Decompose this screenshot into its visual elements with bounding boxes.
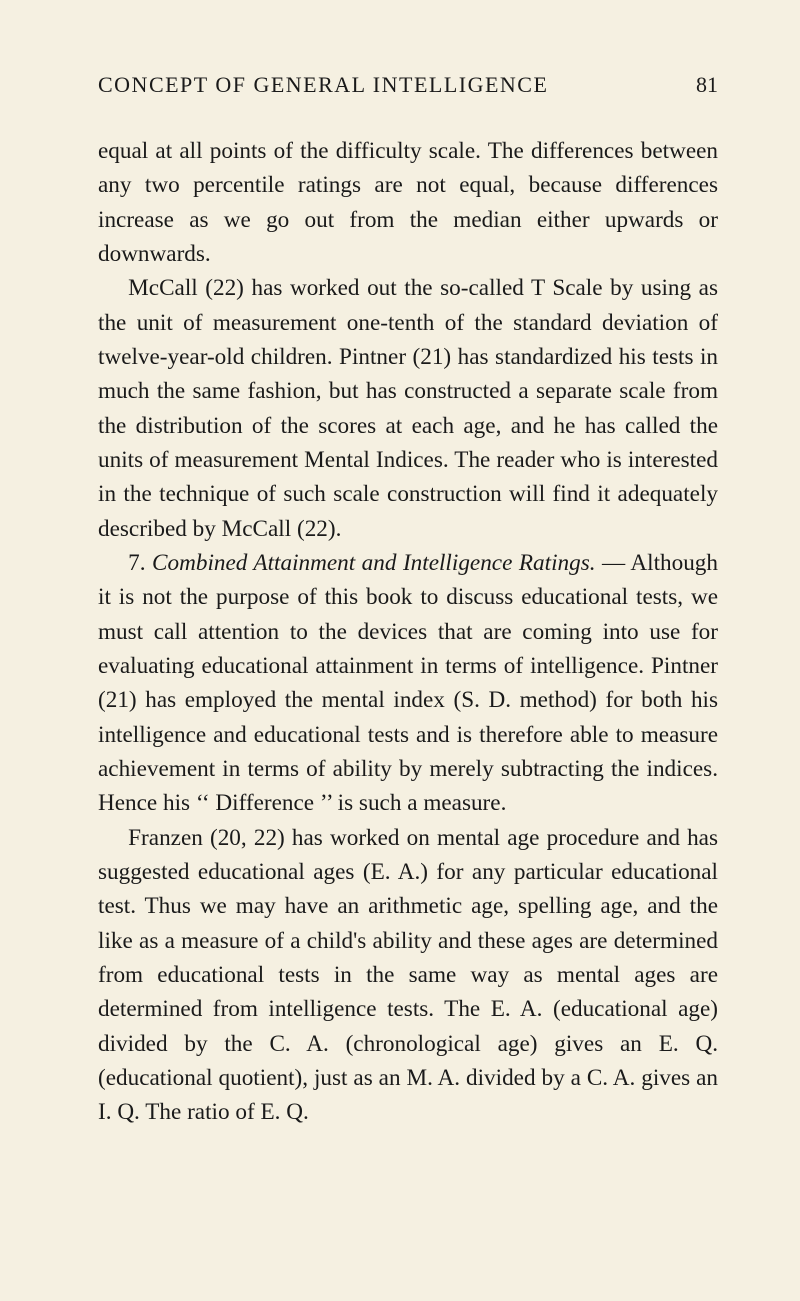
paragraph-4: Franzen (20, 22) has worked on mental ag… xyxy=(98,821,718,1130)
paragraph-3-body: — Although it is not the purpose of this… xyxy=(98,550,718,816)
body-text: equal at all points of the difficulty sc… xyxy=(98,134,718,1130)
page-header: CONCEPT OF GENERAL INTELLIGENCE 81 xyxy=(98,72,718,98)
section-title: Combined Attainment and Intelligence Rat… xyxy=(152,550,595,576)
section-number: 7. xyxy=(128,550,152,576)
paragraph-2: McCall (22) has worked out the so-called… xyxy=(98,271,718,546)
page-number: 81 xyxy=(696,72,718,98)
paragraph-1: equal at all points of the difficulty sc… xyxy=(98,134,718,271)
paragraph-3: 7. Combined Attainment and Intelligence … xyxy=(98,546,718,821)
running-head: CONCEPT OF GENERAL INTELLIGENCE xyxy=(98,72,548,98)
